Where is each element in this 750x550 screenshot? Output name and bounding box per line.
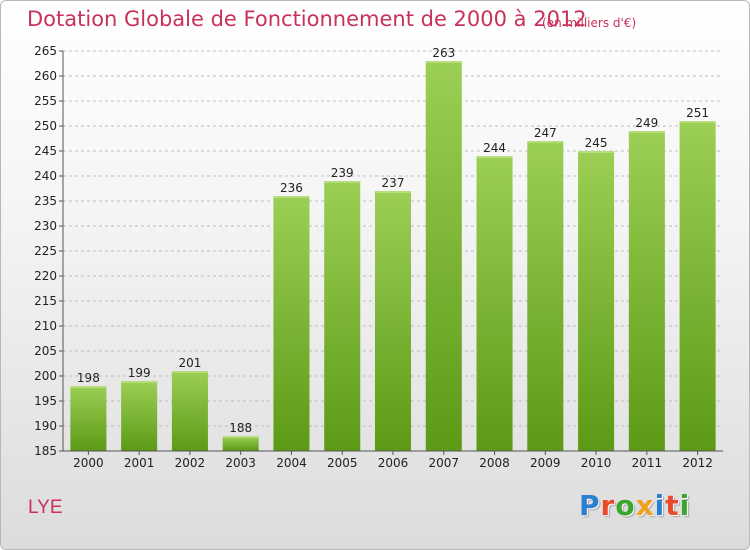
x-tick-label: 2009 [530, 456, 561, 470]
bar [171, 371, 208, 451]
bar-highlight [121, 381, 158, 383]
logo-letter: x [635, 489, 655, 522]
bar-highlight [324, 181, 361, 183]
bar-highlight [222, 436, 259, 438]
x-tick-label: 2010 [581, 456, 612, 470]
logo-letter: P [579, 489, 601, 522]
bar-value-label: 236 [280, 181, 303, 195]
y-tick-label: 190 [34, 419, 57, 433]
logo-letter: i [654, 489, 666, 522]
bar [527, 141, 564, 451]
chart-title: Dotation Globale de Fonctionnement de 20… [27, 7, 587, 31]
bar-highlight [679, 121, 716, 123]
y-tick-label: 230 [34, 219, 57, 233]
bar-value-label: 188 [229, 421, 252, 435]
bar-value-label: 237 [382, 176, 405, 190]
y-axis: 185 190 195 200 205 210 215 220 225 230 235 240 245 2… [34, 44, 64, 458]
bar-value-label: 201 [178, 356, 201, 370]
y-tick-label: 240 [34, 169, 57, 183]
y-tick-label: 195 [34, 394, 57, 408]
bar [679, 121, 716, 451]
bar-highlight [628, 131, 665, 133]
bar-value-label: 249 [635, 116, 658, 130]
proxiti-logo[interactable]: Proxiti [579, 489, 690, 522]
y-tick-label: 245 [34, 144, 57, 158]
bar-highlight [425, 61, 462, 63]
logo-letter: t [665, 489, 680, 522]
bar-highlight [70, 386, 107, 388]
chart-subtitle: (en milliers d'€) [542, 16, 637, 30]
x-tick-label: 2005 [327, 456, 358, 470]
x-axis: 2000 2001 2002 2003 2004 2005 2006 2007 2008 2009… [63, 450, 723, 470]
y-tick-label: 220 [34, 269, 57, 283]
bar-value-label: 239 [331, 166, 354, 180]
bar-highlight [171, 371, 208, 373]
x-tick-label: 2007 [428, 456, 459, 470]
bar [324, 181, 361, 451]
bar-highlight [578, 151, 615, 153]
bar-highlight [273, 196, 310, 198]
x-tick-label: 2012 [682, 456, 713, 470]
y-tick-label: 200 [34, 369, 57, 383]
bars: 198 199 201 188 236 239 237 263 244 247 245 249 251 [70, 46, 716, 451]
bar-value-label: 263 [432, 46, 455, 60]
bar-value-label: 251 [686, 106, 709, 120]
bar-highlight [527, 141, 564, 143]
bar [578, 151, 615, 451]
x-tick-label: 2004 [276, 456, 307, 470]
bar [70, 386, 107, 451]
y-tick-label: 250 [34, 119, 57, 133]
y-tick-label: 225 [34, 244, 57, 258]
x-tick-label: 2003 [225, 456, 256, 470]
bar [222, 436, 259, 451]
x-tick-label: 2011 [632, 456, 663, 470]
bar-value-label: 198 [77, 371, 100, 385]
y-tick-label: 235 [34, 194, 57, 208]
y-tick-label: 255 [34, 94, 57, 108]
y-tick-label: 215 [34, 294, 57, 308]
bar [476, 156, 513, 451]
x-tick-label: 2002 [175, 456, 206, 470]
y-tick-label: 205 [34, 344, 57, 358]
bar [273, 196, 310, 451]
commune-name: LYE [28, 497, 63, 518]
x-tick-label: 2006 [378, 456, 409, 470]
x-tick-label: 2008 [479, 456, 510, 470]
bar-value-label: 244 [483, 141, 506, 155]
bar [628, 131, 665, 451]
logo-letter: r [600, 489, 616, 522]
logo-letter: o [615, 489, 636, 522]
x-tick-label: 2000 [73, 456, 104, 470]
logo-letter: i [679, 489, 691, 522]
y-tick-label: 265 [34, 44, 57, 58]
bar-value-label: 199 [128, 366, 151, 380]
bar [425, 61, 462, 451]
x-tick-label: 2001 [124, 456, 155, 470]
y-tick-label: 260 [34, 69, 57, 83]
bar [374, 191, 412, 451]
bar-highlight [476, 156, 513, 158]
bar [121, 381, 158, 451]
y-tick-label: 185 [34, 444, 57, 458]
y-tick-label: 210 [34, 319, 57, 333]
bar-highlight [374, 191, 412, 193]
bar-value-label: 245 [585, 136, 608, 150]
bar-value-label: 247 [534, 126, 557, 140]
